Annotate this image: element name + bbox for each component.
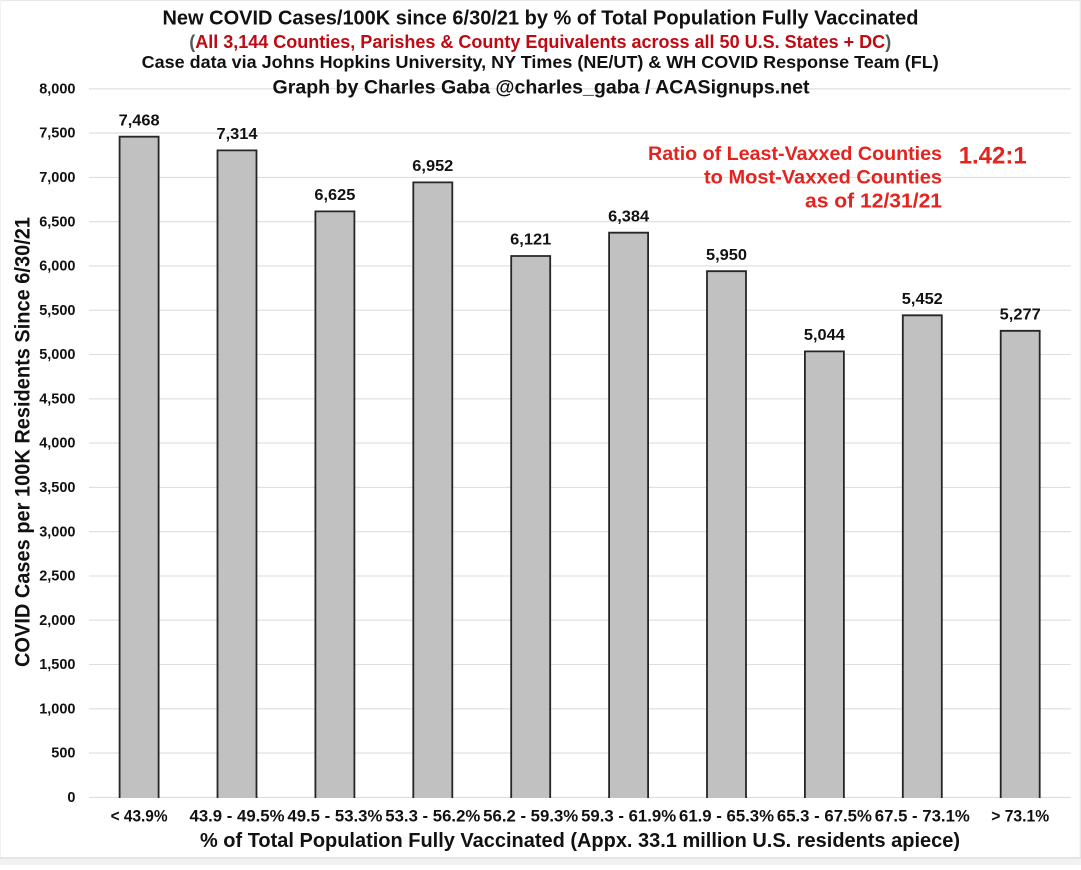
svg-text:61.9 - 65.3%: 61.9 - 65.3% [679, 808, 774, 826]
svg-text:7,000: 7,000 [39, 170, 75, 186]
svg-text:7,468: 7,468 [119, 112, 160, 129]
svg-text:5,000: 5,000 [39, 347, 75, 363]
svg-text:4,500: 4,500 [39, 391, 75, 407]
svg-text:65.3 - 67.5%: 65.3 - 67.5% [777, 808, 872, 826]
svg-text:> 73.1%: > 73.1% [991, 808, 1049, 826]
svg-text:2,500: 2,500 [39, 569, 75, 585]
svg-text:5,452: 5,452 [902, 291, 943, 308]
svg-text:7,314: 7,314 [217, 126, 258, 143]
svg-text:6,952: 6,952 [412, 158, 453, 175]
svg-text:1,000: 1,000 [39, 701, 75, 717]
svg-text:as of 12/31/21: as of 12/31/21 [805, 190, 942, 213]
svg-text:5,044: 5,044 [804, 327, 845, 344]
svg-text:(All 3,144 Counties, Parishes: (All 3,144 Counties, Parishes & County E… [189, 31, 891, 52]
svg-text:56.2 - 59.3%: 56.2 - 59.3% [483, 808, 578, 826]
svg-text:5,500: 5,500 [39, 303, 75, 319]
svg-text:7,500: 7,500 [39, 126, 75, 142]
svg-text:49.5 - 53.3%: 49.5 - 53.3% [287, 808, 382, 826]
svg-text:to Most-Vaxxed Counties: to Most-Vaxxed Counties [704, 166, 942, 188]
svg-text:5,277: 5,277 [1000, 307, 1041, 324]
svg-text:COVID Cases per 100K Residents: COVID Cases per 100K Residents Since 6/3… [12, 217, 35, 667]
svg-text:Ratio of Least-Vaxxed Counties: Ratio of Least-Vaxxed Counties [648, 143, 942, 165]
svg-text:53.3 - 56.2%: 53.3 - 56.2% [385, 808, 480, 826]
svg-text:59.3 - 61.9%: 59.3 - 61.9% [581, 808, 676, 826]
svg-text:67.5 - 73.1%: 67.5 - 73.1% [875, 808, 970, 826]
svg-text:Case data via Johns Hopkins Un: Case data via Johns Hopkins University, … [142, 52, 939, 72]
svg-text:6,625: 6,625 [314, 187, 355, 204]
svg-text:4,000: 4,000 [39, 436, 75, 452]
svg-text:8,000: 8,000 [39, 81, 75, 97]
svg-text:6,000: 6,000 [39, 259, 75, 275]
svg-text:3,500: 3,500 [39, 480, 75, 496]
svg-text:1.42:1: 1.42:1 [959, 143, 1027, 170]
svg-text:0: 0 [67, 790, 75, 806]
svg-text:5,950: 5,950 [706, 247, 747, 264]
svg-text:Graph by Charles Gaba @charles: Graph by Charles Gaba @charles_gaba / AC… [273, 77, 811, 99]
svg-text:43.9 - 49.5%: 43.9 - 49.5% [190, 808, 285, 826]
svg-text:500: 500 [51, 746, 75, 762]
svg-text:6,500: 6,500 [39, 214, 75, 230]
svg-text:New COVID Cases/100K since 6/3: New COVID Cases/100K since 6/30/21 by % … [163, 8, 919, 30]
svg-text:6,121: 6,121 [510, 232, 551, 249]
svg-text:% of Total Population Fully Va: % of Total Population Fully Vaccinated (… [200, 830, 960, 852]
svg-text:1,500: 1,500 [39, 657, 75, 673]
svg-text:3,000: 3,000 [39, 524, 75, 540]
svg-text:2,000: 2,000 [39, 613, 75, 629]
svg-text:< 43.9%: < 43.9% [111, 808, 168, 826]
svg-text:6,384: 6,384 [608, 208, 649, 225]
